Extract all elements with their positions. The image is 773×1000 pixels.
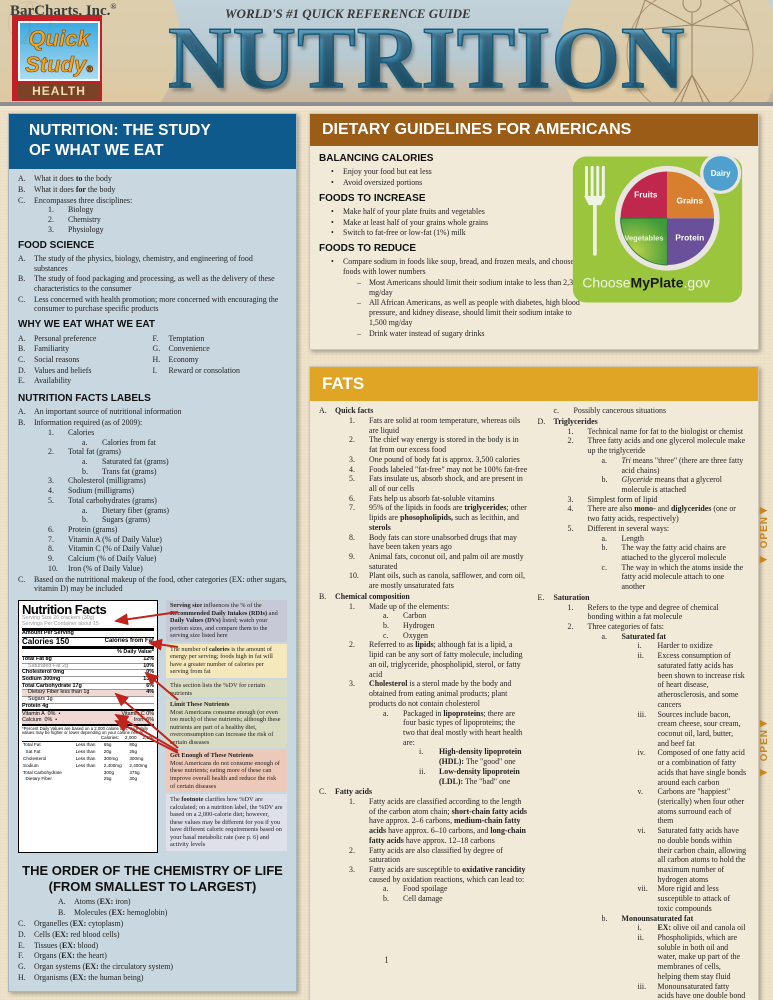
- svg-text:Dairy: Dairy: [711, 169, 731, 178]
- svg-text:ChooseMyPlate.gov: ChooseMyPlate.gov: [582, 274, 710, 290]
- svg-text:Grains: Grains: [676, 195, 703, 205]
- svg-text:Vegetables: Vegetables: [624, 234, 663, 243]
- svg-text:Fruits: Fruits: [634, 190, 658, 200]
- svg-text:Protein: Protein: [675, 233, 704, 243]
